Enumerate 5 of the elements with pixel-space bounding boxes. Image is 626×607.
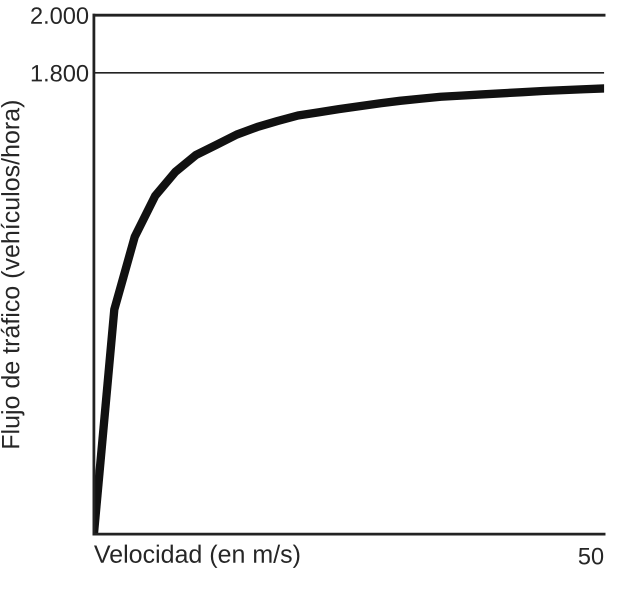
y-tick-label: 1.800 — [32, 64, 88, 82]
y-tick-label: 2.000 — [31, 7, 88, 24]
y-axis-title: Flujo de tráfico (vehículos/hora) — [0, 101, 24, 448]
text: 50 — [578, 548, 604, 564]
x-axis-title: Velocidad (en m/s) — [94, 544, 300, 568]
